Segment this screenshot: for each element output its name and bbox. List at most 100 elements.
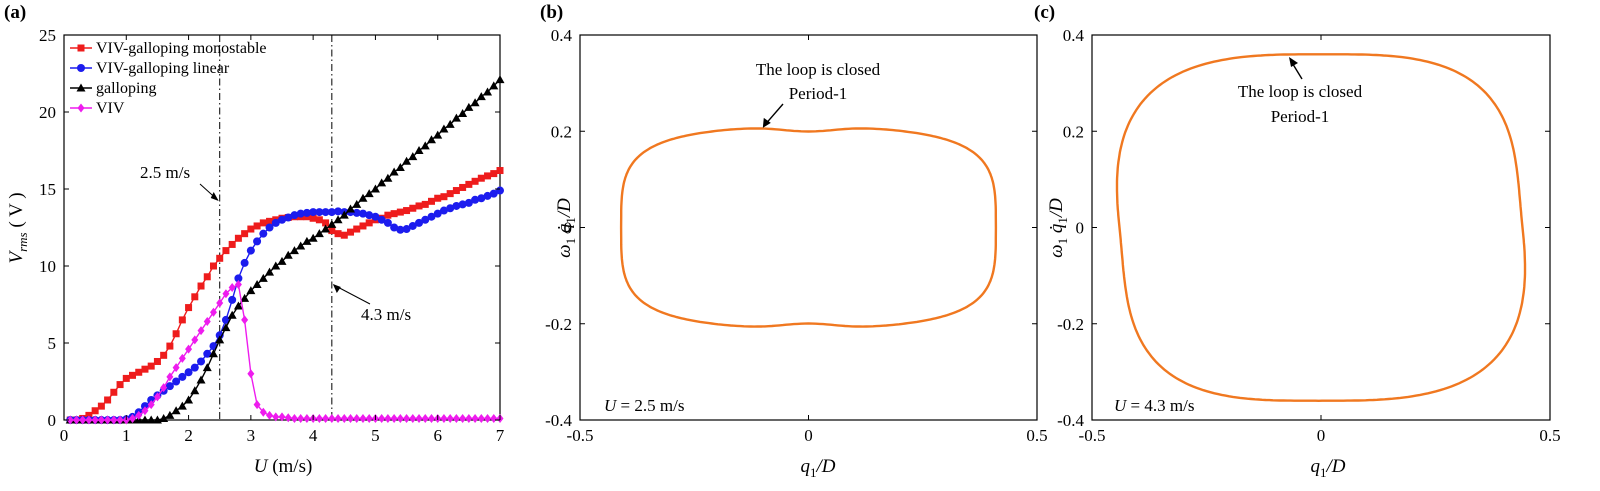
panel-c-x-axis-label: q1/D (1311, 456, 1346, 480)
data-point (358, 193, 368, 202)
data-point (208, 349, 218, 358)
x-tick-label: 5 (371, 426, 380, 445)
data-point (371, 212, 380, 221)
data-point (446, 413, 454, 423)
data-point (333, 215, 343, 224)
loop-annotation-line1: The loop is closed (1238, 82, 1363, 101)
data-point (253, 400, 261, 410)
data-point (427, 197, 435, 205)
data-point (141, 406, 149, 416)
data-point (203, 273, 211, 281)
data-point (402, 225, 411, 234)
data-point (221, 323, 231, 332)
panel-b-x-axis-label: q1/D (801, 456, 836, 480)
data-point (185, 304, 193, 312)
data-point (396, 413, 404, 423)
y-tick-label: 20 (39, 103, 56, 122)
data-point (327, 208, 336, 217)
data-point (370, 184, 380, 193)
data-point (464, 198, 473, 207)
series-line (70, 79, 501, 421)
data-point (446, 204, 455, 213)
data-point (184, 395, 194, 404)
x-tick-label: 1 (122, 426, 131, 445)
data-point (85, 411, 93, 419)
data-point (451, 113, 461, 122)
data-point (471, 177, 479, 185)
data-point (259, 219, 267, 227)
legend-marker (77, 44, 85, 52)
data-point (302, 208, 311, 217)
data-point (470, 98, 480, 107)
data-point (233, 301, 243, 310)
data-point (484, 413, 492, 423)
data-point (489, 189, 498, 198)
data-point (440, 413, 448, 423)
data-point (104, 396, 112, 404)
legend-entry: VIV (96, 100, 125, 117)
data-point (277, 256, 287, 265)
data-point (129, 413, 137, 423)
data-point (234, 274, 243, 283)
data-point (190, 386, 200, 395)
data-point (439, 206, 448, 215)
data-point (353, 225, 361, 233)
x-tick-label: 0 (1317, 426, 1326, 445)
annotation-2-5: 2.5 m/s (140, 163, 190, 182)
loop-annotation-arrow (765, 103, 784, 125)
data-point (339, 210, 349, 219)
data-point (91, 407, 99, 415)
panel-c: (c) -0.4 -0.2 0 0.2 0.4 -0.5 0 0.5 q1/D ω1 q̇1… (1034, 2, 1561, 480)
data-point (346, 204, 356, 213)
data-point (278, 215, 286, 224)
x-tick-label: 7 (496, 426, 505, 445)
data-point (284, 413, 292, 423)
data-point (253, 222, 261, 230)
data-point (340, 231, 348, 239)
data-point (409, 413, 417, 423)
panel-a-y-axis-label: Vrms ( V ) (6, 192, 30, 263)
data-point (209, 262, 217, 270)
data-point (290, 211, 299, 220)
data-point (129, 371, 137, 379)
data-point (172, 377, 181, 386)
data-point (215, 335, 225, 344)
data-point (234, 234, 242, 242)
data-point (135, 368, 143, 376)
data-point (272, 412, 280, 422)
legend-marker (77, 64, 85, 72)
y-tick-label: 15 (39, 180, 56, 199)
data-point (241, 315, 249, 325)
data-point (116, 381, 124, 389)
data-point (465, 413, 473, 423)
series-line (70, 169, 501, 421)
data-point (209, 307, 217, 317)
data-point (390, 223, 399, 232)
data-point (440, 193, 448, 201)
y-tick-label: -0.4 (1057, 411, 1084, 430)
data-point (159, 413, 169, 422)
data-point (377, 178, 387, 187)
panel-c-condition-label: U = 4.3 m/s (1114, 396, 1194, 415)
data-point (365, 219, 373, 227)
data-point (421, 215, 430, 224)
data-point (389, 167, 399, 176)
data-point (184, 368, 193, 377)
panel-a-x-axis-label: U (m/s) (254, 456, 313, 477)
data-point (91, 415, 99, 425)
data-point (177, 401, 187, 410)
data-point (172, 330, 180, 338)
data-point (196, 375, 206, 384)
x-tick-label: 0.5 (1026, 426, 1047, 445)
data-point (477, 174, 485, 182)
panel-c-y-axis-label: ω1 q̇1/D (1046, 198, 1070, 258)
data-point (228, 240, 236, 248)
data-point (383, 173, 393, 182)
data-point (241, 230, 249, 238)
panel-b-x-ticks: -0.5 0 0.5 (567, 35, 1048, 445)
data-point (409, 204, 417, 212)
data-point (415, 413, 423, 423)
data-point (222, 289, 230, 299)
data-point (352, 199, 362, 208)
